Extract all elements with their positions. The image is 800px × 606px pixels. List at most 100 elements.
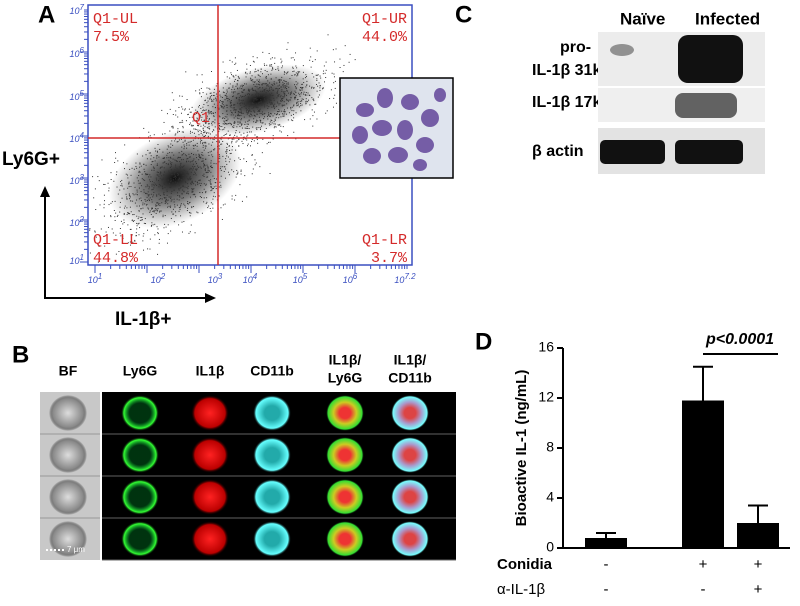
dot [127, 177, 129, 179]
dot [149, 238, 151, 240]
dot [279, 79, 281, 81]
dot [266, 64, 268, 66]
dot [173, 198, 175, 200]
dot [313, 87, 315, 89]
dot [296, 105, 298, 107]
dot [191, 125, 193, 127]
dot [206, 120, 208, 122]
dot [265, 87, 267, 89]
dot [157, 171, 159, 173]
dot [183, 146, 185, 148]
dot [235, 109, 237, 111]
dot [315, 74, 317, 76]
dot [243, 136, 245, 138]
dot [197, 150, 199, 152]
tick-exponent: 4 [253, 272, 258, 281]
dot [195, 169, 197, 171]
dot [157, 253, 159, 255]
dot [190, 124, 192, 126]
dot [237, 79, 239, 81]
dot [206, 172, 208, 174]
dot [156, 155, 158, 157]
dot [233, 107, 235, 109]
dot [200, 96, 202, 98]
dot [178, 199, 180, 201]
dot [233, 95, 235, 97]
dot [132, 214, 134, 216]
dot [253, 118, 255, 120]
dot [105, 231, 107, 233]
dot [274, 106, 276, 108]
dot [211, 188, 213, 190]
dot [305, 74, 307, 76]
dot [260, 99, 262, 101]
dot [268, 96, 270, 98]
dot [269, 89, 271, 91]
dot [172, 144, 174, 146]
dot [272, 115, 274, 117]
dot [261, 104, 263, 106]
dot [204, 100, 206, 102]
dot [178, 189, 180, 191]
dot [264, 95, 266, 97]
dot [210, 162, 212, 164]
dot [272, 66, 274, 68]
dot [157, 144, 159, 146]
dot [180, 162, 182, 164]
dot [126, 174, 128, 176]
dot [178, 166, 180, 168]
dot [128, 183, 130, 185]
dot [201, 197, 203, 199]
dot [149, 181, 151, 183]
dot [208, 118, 210, 120]
dot [199, 92, 201, 94]
dot [168, 205, 170, 207]
dot [268, 93, 270, 95]
dot [178, 130, 180, 132]
dot [180, 186, 182, 188]
dot [220, 138, 222, 140]
condition-label: Conidia [497, 556, 553, 573]
dot [203, 201, 205, 203]
dot [252, 60, 254, 62]
dot [129, 195, 131, 197]
dot [185, 71, 187, 73]
dot [147, 191, 149, 193]
dot [252, 94, 254, 96]
dot [180, 112, 182, 114]
dot [294, 98, 296, 100]
dot [296, 102, 298, 104]
dot [210, 183, 212, 185]
dot [196, 110, 198, 112]
dot [286, 99, 288, 101]
dot [241, 101, 243, 103]
dot [180, 203, 182, 205]
dot [186, 158, 188, 160]
dot [300, 93, 302, 95]
dot [196, 211, 198, 213]
dot [318, 82, 320, 84]
cell-image [391, 479, 429, 515]
dot [172, 126, 174, 128]
dot [142, 240, 144, 242]
dot [321, 88, 323, 90]
dot [235, 130, 237, 132]
dot [181, 146, 183, 148]
dot [205, 184, 207, 186]
dot [182, 186, 184, 188]
dot [335, 48, 337, 50]
dot [179, 178, 181, 180]
dot [225, 104, 227, 106]
dot [278, 69, 280, 71]
tick-label: 102 [70, 215, 85, 228]
dot [193, 132, 195, 134]
dot [305, 98, 307, 100]
dot [110, 215, 112, 217]
dot [94, 230, 96, 232]
dot [201, 192, 203, 194]
dot [207, 166, 209, 168]
dot [197, 184, 199, 186]
dot [225, 160, 227, 162]
dot [207, 171, 209, 173]
dot [265, 76, 267, 78]
